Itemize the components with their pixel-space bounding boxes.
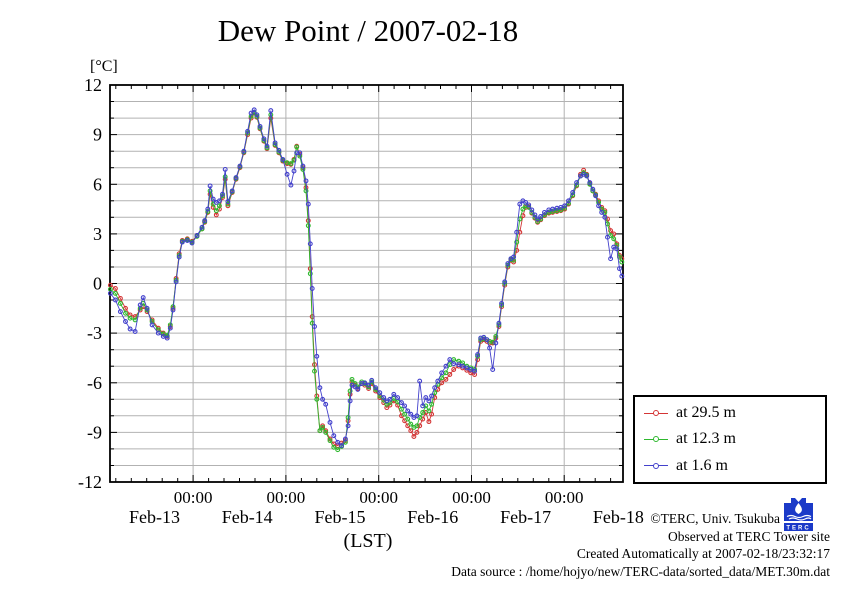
y-tick-label: 12 <box>84 75 102 95</box>
x-axis-label: (LST) <box>343 530 393 552</box>
legend-entry: at 29.5 m <box>635 404 825 422</box>
logo-wave-icon <box>786 514 812 519</box>
y-tick-label: 9 <box>93 125 102 145</box>
legend-label: at 12.3 m <box>676 430 736 448</box>
legend-box: at 29.5 m at 12.3 m at 1.6 m <box>633 395 827 484</box>
logo-waterdrop-icon <box>795 503 802 514</box>
gridlines <box>110 85 623 482</box>
terc-logo: TERC <box>784 498 813 532</box>
legend-marker-blue-icon <box>644 461 668 470</box>
logo-wave-icon <box>788 517 812 521</box>
series-at-29.5-m <box>107 110 625 449</box>
x-day-label: Feb-13 <box>129 507 180 527</box>
legend-label: at 1.6 m <box>676 456 728 474</box>
footer-copyright: ©TERC, Univ. Tsukuba <box>650 511 780 526</box>
x-tick-label: 00:00 <box>267 488 306 507</box>
x-day-label: Feb-16 <box>407 507 458 527</box>
y-tick-label: 6 <box>93 174 102 194</box>
y-tick-label: -3 <box>87 323 102 343</box>
series-at-1.6-m <box>107 107 625 449</box>
y-tick-label: 3 <box>93 224 102 244</box>
x-tick-label: 00:00 <box>545 488 584 507</box>
footer-datasource: Data source : /home/hojyo/new/TERC-data/… <box>451 563 830 579</box>
x-day-label: Feb-18 <box>593 507 644 527</box>
logo-text-bar <box>784 523 813 531</box>
x-day-label: Feb-15 <box>315 507 366 527</box>
legend-entry: at 12.3 m <box>635 430 825 448</box>
legend-marker-green-icon <box>644 435 668 444</box>
series-at-12.3-m <box>107 109 625 453</box>
footer-block: ©TERC, Univ. Tsukuba Observed at TERC To… <box>451 510 830 580</box>
logo-terc-text: TERC <box>786 526 810 532</box>
legend-marker-red-icon <box>644 409 668 418</box>
x-day-label: Feb-17 <box>500 507 551 527</box>
y-tick-label: -12 <box>78 472 102 492</box>
y-tick-label: -9 <box>87 422 102 442</box>
y-tick-label: -6 <box>87 373 102 393</box>
y-axis-unit-label: [°C] <box>90 58 118 75</box>
footer-observed: Observed at TERC Tower site <box>667 528 830 544</box>
x-tick-label: 00:00 <box>174 488 213 507</box>
chart-title: Dew Point / 2007-02-18 <box>217 13 519 48</box>
x-tick-label: 00:00 <box>452 488 491 507</box>
x-day-label: Feb-14 <box>222 507 273 527</box>
footer-created: Created Automatically at 2007-02-18/23:3… <box>576 546 830 561</box>
x-tick-label: 00:00 <box>359 488 398 507</box>
y-tick-label: 0 <box>93 274 102 294</box>
legend-label: at 29.5 m <box>676 404 736 422</box>
legend-entry: at 1.6 m <box>635 457 825 475</box>
